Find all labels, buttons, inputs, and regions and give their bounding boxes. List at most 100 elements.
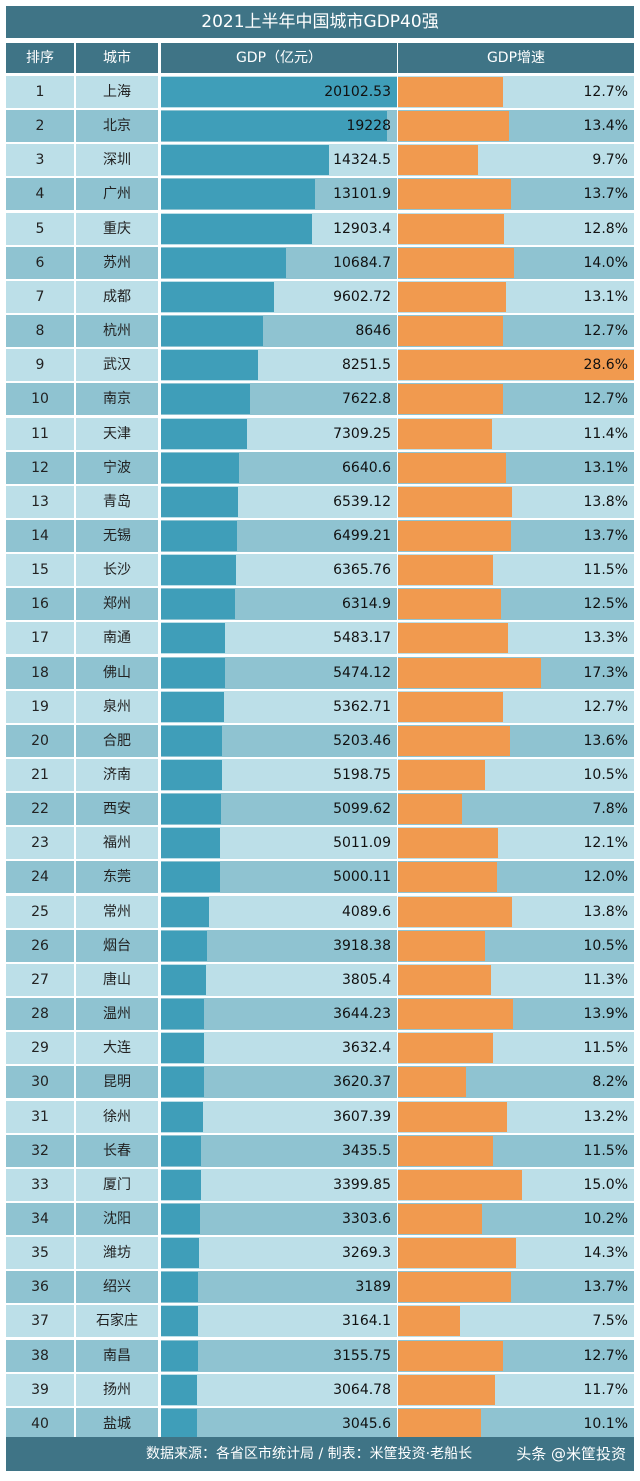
growth-bar xyxy=(398,691,503,722)
city-cell: 合肥 xyxy=(76,724,158,757)
city-cell: 长春 xyxy=(76,1134,158,1167)
growth-cell: 13.1% xyxy=(398,280,634,313)
growth-cell: 13.8% xyxy=(398,485,634,518)
gdp-bar xyxy=(161,486,238,517)
rank-cell: 25 xyxy=(6,895,74,928)
growth-value-label: 12.1% xyxy=(583,835,628,852)
growth-value-label: 12.0% xyxy=(583,869,628,886)
growth-cell: 12.7% xyxy=(398,315,634,348)
rank-cell: 36 xyxy=(6,1271,74,1304)
city-cell: 烟台 xyxy=(76,929,158,962)
gdp-cell: 5362.71 xyxy=(161,690,397,723)
city-cell: 常州 xyxy=(76,895,158,928)
gdp-bar xyxy=(161,930,207,961)
growth-value-label: 12.7% xyxy=(583,84,628,100)
gdp-value-label: 3064.78 xyxy=(333,1381,391,1398)
gdp-cell: 5011.09 xyxy=(161,827,397,860)
gdp-cell: 3620.37 xyxy=(161,1066,397,1099)
growth-cell: 7.8% xyxy=(398,793,634,826)
city-cell: 武汉 xyxy=(76,349,158,382)
gdp-bar xyxy=(161,1306,199,1337)
growth-bar xyxy=(398,1033,493,1064)
table-row: 18 佛山 5474.12 17.3% xyxy=(6,656,634,689)
gdp-value-label: 6640.6 xyxy=(342,459,391,476)
growth-cell: 8.2% xyxy=(398,1066,634,1099)
rank-cell: 7 xyxy=(6,280,74,313)
city-cell: 昆明 xyxy=(76,1066,158,1099)
rank-cell: 8 xyxy=(6,315,74,348)
growth-cell: 13.7% xyxy=(398,519,634,552)
growth-cell: 11.7% xyxy=(398,1373,634,1406)
chart-title: 2021上半年中国城市GDP40强 xyxy=(6,6,634,38)
growth-value-label: 11.3% xyxy=(583,971,628,988)
city-cell: 杭州 xyxy=(76,315,158,348)
table-row: 17 南通 5483.17 13.3% xyxy=(6,622,634,655)
gdp-cell: 3189 xyxy=(161,1271,397,1304)
city-cell: 苏州 xyxy=(76,246,158,279)
rank-cell: 10 xyxy=(6,383,74,416)
growth-bar xyxy=(398,964,492,995)
growth-value-label: 11.5% xyxy=(583,1142,628,1159)
gdp-value-label: 9602.72 xyxy=(333,288,391,305)
gdp-cell: 5474.12 xyxy=(161,656,397,689)
table-row: 29 大连 3632.4 11.5% xyxy=(6,1032,634,1065)
growth-bar xyxy=(398,930,485,961)
growth-cell: 10.2% xyxy=(398,1202,634,1235)
rank-cell: 22 xyxy=(6,793,74,826)
rank-cell: 14 xyxy=(6,519,74,552)
gdp-bar xyxy=(161,1169,201,1200)
rank-cell: 29 xyxy=(6,1032,74,1065)
table-row: 25 常州 4089.6 13.8% xyxy=(6,895,634,928)
growth-value-label: 12.7% xyxy=(583,323,628,340)
gdp-value-label: 3155.75 xyxy=(333,1347,391,1364)
table-row: 26 烟台 3918.38 10.5% xyxy=(6,929,634,962)
growth-bar xyxy=(398,247,514,278)
table-row: 24 东莞 5000.11 12.0% xyxy=(6,861,634,894)
rank-cell: 21 xyxy=(6,759,74,791)
rank-cell: 33 xyxy=(6,1168,74,1201)
table-row: 16 郑州 6314.9 12.5% xyxy=(6,588,634,621)
growth-cell: 17.3% xyxy=(398,656,634,689)
rank-cell: 35 xyxy=(6,1237,74,1270)
city-cell: 成都 xyxy=(76,280,158,313)
growth-bar xyxy=(398,1067,466,1098)
gdp-value-label: 6539.12 xyxy=(333,493,391,510)
table-row: 31 徐州 3607.39 13.2% xyxy=(6,1100,634,1133)
gdp-cell: 6640.6 xyxy=(161,451,397,484)
gdp-cell: 5483.17 xyxy=(161,622,397,655)
growth-cell: 12.1% xyxy=(398,827,634,860)
gdp-bar xyxy=(161,111,387,142)
gdp-value-label: 5099.62 xyxy=(333,801,391,818)
gdp-value-label: 7309.25 xyxy=(333,425,391,442)
gdp-value-label: 6365.76 xyxy=(333,562,391,579)
table-row: 32 长春 3435.5 11.5% xyxy=(6,1134,634,1167)
growth-cell: 11.5% xyxy=(398,554,634,587)
gdp-bar xyxy=(161,384,251,415)
gdp-cell: 3607.39 xyxy=(161,1100,397,1133)
gdp-cell: 3632.4 xyxy=(161,1032,397,1065)
table-row: 14 无锡 6499.21 13.7% xyxy=(6,519,634,552)
table-row: 33 厦门 3399.85 15.0% xyxy=(6,1168,634,1201)
growth-cell: 13.7% xyxy=(398,178,634,211)
gdp-bar xyxy=(161,1203,200,1234)
growth-cell: 7.5% xyxy=(398,1305,634,1338)
gdp-value-label: 5011.09 xyxy=(333,835,391,852)
gdp-bar xyxy=(161,316,263,347)
table-row: 34 沈阳 3303.6 10.2% xyxy=(6,1202,634,1235)
growth-bar xyxy=(398,1306,460,1337)
gdp-value-label: 12903.4 xyxy=(333,220,391,237)
gdp-bar xyxy=(161,1272,199,1303)
growth-bar xyxy=(398,623,508,654)
gdp-value-label: 5474.12 xyxy=(333,664,391,681)
growth-cell: 13.3% xyxy=(398,622,634,655)
growth-value-label: 12.7% xyxy=(583,698,628,715)
gdp-cell: 5000.11 xyxy=(161,861,397,894)
credit-note: 头条 @米筐投资 xyxy=(516,1445,626,1463)
growth-bar xyxy=(398,111,509,142)
table-row: 22 西安 5099.62 7.8% xyxy=(6,793,634,826)
growth-cell: 11.5% xyxy=(398,1134,634,1167)
growth-cell: 12.7% xyxy=(398,76,634,108)
gdp-cell: 3269.3 xyxy=(161,1237,397,1270)
rank-cell: 3 xyxy=(6,144,74,177)
growth-bar xyxy=(398,486,512,517)
